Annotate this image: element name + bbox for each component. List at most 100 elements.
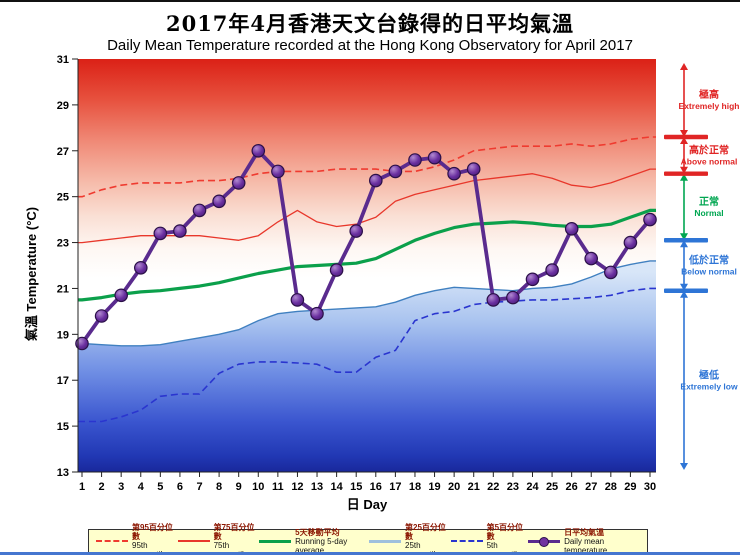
legend-label-zh: 第25百分位數 bbox=[405, 523, 446, 541]
y-axis-title: 氣溫 Temperature (°C) bbox=[24, 207, 39, 341]
legend-label-en: 25th percentile bbox=[405, 541, 440, 555]
right-scale-tick bbox=[664, 171, 708, 176]
daily-mean-point-day-2 bbox=[94, 309, 109, 323]
daily-mean-point-day-3 bbox=[114, 288, 128, 303]
y-tick-label: 23 bbox=[57, 238, 69, 250]
right-scale-label-zh-normal: 正常 bbox=[699, 195, 719, 208]
x-tick-label: 23 bbox=[507, 481, 519, 493]
daily-mean-point-day-22 bbox=[486, 293, 501, 307]
legend-swatch-running-5-day-average bbox=[259, 539, 292, 543]
daily-mean-point-day-8 bbox=[212, 194, 226, 209]
x-tick-label: 1 bbox=[79, 481, 85, 493]
legend-label-en: 75th percentile bbox=[213, 541, 249, 555]
legend-item-running-5-day-average: 5天移動平均 Running 5-day average bbox=[259, 528, 369, 555]
x-tick-label: 3 bbox=[118, 481, 124, 493]
x-axis-title: 日 Day bbox=[347, 497, 388, 512]
x-tick-label: 7 bbox=[196, 481, 202, 493]
y-tick-label: 27 bbox=[57, 146, 69, 158]
legend-label-en: 5th percentile bbox=[486, 541, 522, 555]
daily-mean-point-day-12 bbox=[290, 293, 305, 307]
daily-mean-point-day-10 bbox=[251, 144, 266, 158]
daily-mean-point-day-30 bbox=[643, 212, 657, 227]
x-tick-label: 24 bbox=[526, 481, 539, 493]
legend-label-en: 95th percentile bbox=[132, 541, 167, 555]
daily-mean-point-day-9 bbox=[231, 176, 246, 190]
daily-mean-point-day-27 bbox=[584, 251, 598, 266]
series-5th-percentile bbox=[78, 287, 656, 423]
daily-mean-point-day-15 bbox=[349, 224, 363, 238]
y-tick-label: 25 bbox=[57, 192, 69, 204]
x-tick-label: 2 bbox=[99, 481, 105, 493]
x-tick-label: 6 bbox=[177, 481, 183, 493]
area-below-25th-percentile bbox=[78, 260, 656, 472]
daily-mean-point-day-5 bbox=[153, 226, 168, 241]
legend-swatch-25th-percentile bbox=[369, 539, 402, 543]
x-tick-label: 27 bbox=[585, 481, 597, 493]
x-tick-label: 4 bbox=[138, 481, 145, 493]
legend-label-en: Daily mean temperature bbox=[564, 536, 608, 555]
x-tick-label: 15 bbox=[350, 481, 362, 493]
legend-swatch-5th-percentile bbox=[450, 540, 483, 542]
legend-item-daily-mean-temperature: 日平均氣溫 Daily mean temperature bbox=[528, 528, 640, 555]
x-tick-label: 20 bbox=[448, 481, 460, 493]
legend: 第95百分位數 95th percentile 第75百分位數 75th percen… bbox=[88, 523, 648, 555]
y-tick-label: 17 bbox=[57, 375, 69, 387]
y-tick-label: 19 bbox=[57, 329, 69, 341]
legend-item-25th-percentile: 第25百分位數 25th percentile bbox=[369, 523, 451, 555]
x-tick-label: 21 bbox=[468, 481, 480, 493]
daily-mean-point-day-6 bbox=[173, 224, 187, 238]
daily-mean-point-day-20 bbox=[447, 166, 461, 181]
legend-swatch-daily-mean-temperature bbox=[528, 536, 561, 547]
right-scale-tick bbox=[664, 134, 708, 140]
legend-swatch-95th-percentile bbox=[96, 540, 128, 542]
legend-label-zh: 第75百分位數 bbox=[213, 523, 255, 541]
x-tick-label: 11 bbox=[272, 481, 284, 493]
daily-mean-point-day-18 bbox=[408, 153, 422, 167]
series-25th-percentile bbox=[78, 260, 656, 347]
daily-mean-markers bbox=[75, 144, 657, 351]
x-tick-label: 16 bbox=[370, 481, 382, 493]
x-tick-label: 10 bbox=[252, 481, 264, 493]
x-tick-label: 14 bbox=[330, 481, 343, 493]
daily-mean-point-day-24 bbox=[525, 272, 540, 287]
x-tick-label: 28 bbox=[605, 481, 617, 493]
x-tick-label: 5 bbox=[157, 481, 163, 493]
right-scale-label-en-below-normal: Below normal bbox=[681, 267, 737, 277]
right-scale-label-en-extremely-high: Extremely high bbox=[679, 101, 740, 111]
chart-title-zh: 2017年4月香港天文台錄得的日平均氣溫 bbox=[165, 11, 575, 36]
right-scale-label-en-extremely-low: Extremely low bbox=[680, 381, 738, 391]
y-tick-label: 29 bbox=[57, 100, 69, 112]
daily-mean-point-day-14 bbox=[329, 263, 344, 277]
daily-mean-point-day-21 bbox=[466, 162, 481, 176]
legend-label-zh: 日平均氣溫 bbox=[564, 527, 605, 537]
daily-mean-point-day-26 bbox=[564, 222, 579, 236]
daily-mean-point-day-7 bbox=[192, 203, 207, 218]
daily-mean-point-day-19 bbox=[427, 150, 442, 165]
legend-item-75th-percentile: 第75百分位數 75th percentile bbox=[177, 523, 260, 555]
legend-label-en: Running 5-day average bbox=[295, 536, 348, 555]
y-tick-label: 21 bbox=[57, 283, 69, 295]
right-scale-label-zh-above-normal: 高於正常 bbox=[689, 143, 729, 156]
daily-mean-point-day-1 bbox=[75, 336, 89, 351]
series-95th-percentile bbox=[78, 136, 656, 198]
daily-mean-point-day-4 bbox=[134, 260, 148, 275]
right-scale-label-zh-below-normal: 低於正常 bbox=[688, 254, 729, 267]
legend-label-zh: 第95百分位數 bbox=[132, 523, 173, 541]
legend-item-95th-percentile: 第95百分位數 95th percentile bbox=[96, 523, 178, 555]
legend-label-zh: 5天移動平均 bbox=[295, 527, 340, 537]
legend-item-5th-percentile: 第5百分位數 5th percentile bbox=[450, 523, 528, 555]
right-scale-tick bbox=[664, 238, 708, 243]
daily-mean-point-day-28 bbox=[603, 265, 618, 280]
chart-subtitle-en: Daily Mean Temperature recorded at the H… bbox=[107, 37, 633, 54]
legend-swatch-75th-percentile bbox=[177, 540, 210, 542]
y-tick-label: 13 bbox=[57, 467, 69, 479]
right-scale-label-en-above-normal: Above normal bbox=[681, 156, 738, 166]
x-tick-label: 8 bbox=[216, 481, 222, 493]
x-tick-label: 30 bbox=[644, 481, 656, 493]
y-tick-label: 15 bbox=[57, 421, 69, 433]
daily-mean-point-day-11 bbox=[271, 164, 285, 179]
